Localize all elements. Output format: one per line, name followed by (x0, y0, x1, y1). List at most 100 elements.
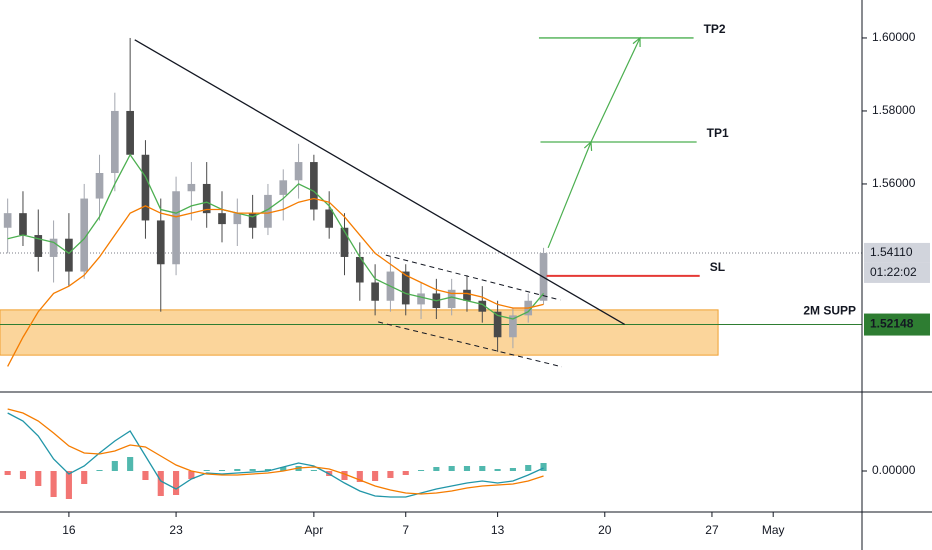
candle-body (417, 293, 425, 305)
last-price-tag (864, 242, 930, 263)
histogram-bar (372, 471, 379, 481)
x-tick-label: 23 (169, 523, 183, 537)
histogram-bar (509, 468, 516, 471)
candle-body (493, 311, 502, 338)
candle-body (371, 282, 379, 301)
level-label: SL (710, 260, 725, 274)
candle-body (126, 110, 134, 155)
candle-body (19, 213, 27, 236)
histogram-bar (173, 471, 180, 495)
x-tick-label: May (762, 523, 785, 537)
candle-body (141, 154, 150, 221)
projection-arrow (590, 36, 641, 143)
x-tick-label: 27 (705, 523, 719, 537)
histogram-bar (280, 467, 287, 471)
candle-body (509, 315, 517, 338)
x-tick-label: 16 (62, 523, 76, 537)
candle-body (95, 173, 104, 199)
histogram-bar (310, 470, 317, 471)
histogram-bar (402, 471, 409, 475)
histogram-bar (35, 471, 42, 486)
y-tick-label: 1.60000 (872, 30, 916, 44)
histogram-bar (433, 467, 440, 471)
level-label: TP2 (704, 22, 726, 36)
plot: 2M SUPP TP2 TP1 SL 1.56000 1.58000 1.60000 1.54… (0, 22, 930, 537)
histogram-bar (96, 470, 103, 471)
histogram-bar (494, 469, 501, 471)
candle-body (65, 238, 73, 272)
candle-body (202, 183, 211, 214)
histogram-bar (448, 466, 455, 471)
y-tick-label: 1.56000 (872, 176, 916, 190)
indicator-y-tick-label: 0.00000 (872, 463, 916, 477)
trendline (134, 39, 626, 326)
histogram-bar (142, 471, 149, 480)
candle-body (401, 271, 410, 305)
signal-line (7, 408, 544, 495)
x-tick-label: Apr (305, 523, 324, 537)
histogram-bar (50, 471, 57, 497)
candle-body (478, 300, 487, 312)
histogram-bar (127, 457, 134, 471)
histogram-bar (341, 471, 348, 480)
last-price-label: 1.54110 (870, 245, 913, 259)
histogram-bar (387, 471, 394, 478)
histogram-bar (65, 471, 72, 499)
candle-body (187, 183, 196, 192)
moving-average (7, 197, 544, 367)
histogram-bar (463, 466, 471, 471)
candle-body (111, 110, 119, 174)
candle-body (233, 213, 242, 225)
histogram-bar (540, 463, 547, 471)
histogram-bar (111, 461, 118, 471)
x-tick-label: 13 (491, 523, 505, 537)
histogram-bar (157, 471, 164, 496)
support-label: 2M SUPP (803, 304, 856, 318)
countdown-tag (864, 262, 930, 283)
candle-body (218, 213, 226, 225)
level-label: TP1 (707, 126, 729, 140)
candle-body (340, 227, 349, 257)
support-tag (864, 313, 930, 336)
candle-body (463, 289, 471, 301)
candle-body (49, 238, 58, 257)
histogram-bar (81, 471, 88, 484)
candle-body (248, 213, 257, 228)
candle-body (80, 198, 89, 272)
histogram-bar (417, 470, 425, 471)
candle-body (172, 191, 180, 265)
candle-body (264, 194, 272, 228)
histogram-bar (4, 471, 11, 475)
y-tick-label: 1.58000 (872, 103, 916, 117)
candle-body (3, 213, 12, 228)
histogram-bar (249, 469, 256, 471)
channel-line (385, 254, 561, 301)
histogram-bar (218, 470, 226, 471)
histogram-bar (479, 466, 486, 471)
histogram-bar (264, 469, 272, 471)
x-tick-label: 7 (402, 523, 409, 537)
candle-body (294, 162, 303, 181)
support-zone (0, 309, 719, 356)
candle-body (355, 256, 364, 283)
histogram-bar (234, 469, 241, 471)
candle-body (279, 180, 288, 195)
histogram-bar (188, 471, 195, 479)
moving-average (7, 153, 545, 320)
channel-line (378, 321, 563, 368)
histogram-bar (19, 471, 27, 479)
histogram-bar (356, 471, 363, 482)
histogram-bar (203, 470, 210, 471)
histogram-bar (525, 465, 532, 471)
countdown: 01:22:02 (870, 265, 917, 279)
x-tick-label: 20 (598, 523, 612, 537)
support-price-label: 1.52148 (870, 317, 914, 331)
candle-body (156, 220, 165, 265)
macd-line (7, 412, 544, 498)
candle-body (34, 235, 43, 257)
candle-body (447, 289, 456, 309)
candle-body (325, 209, 334, 228)
